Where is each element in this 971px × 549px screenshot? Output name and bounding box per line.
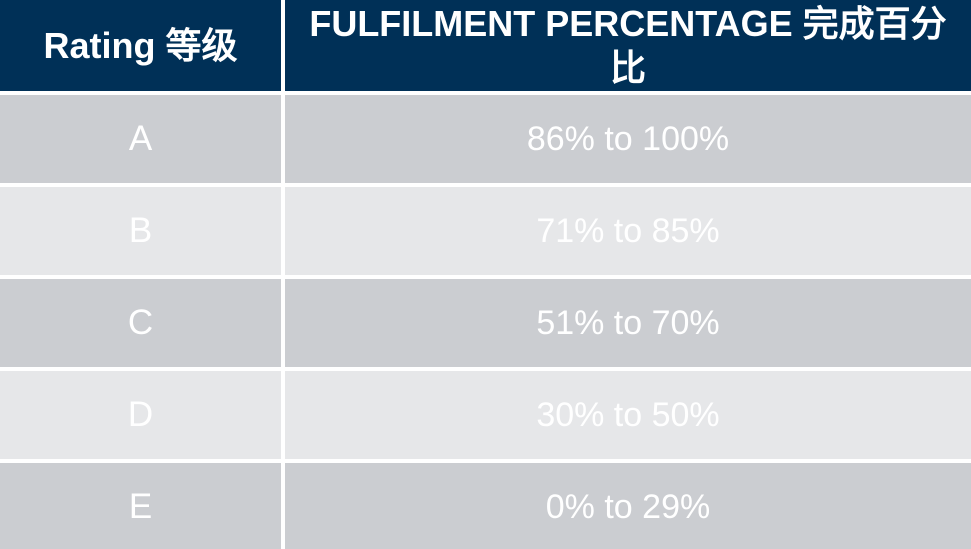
- percentage-cell-b: 71% to 85%: [285, 187, 971, 275]
- column-header-rating: Rating 等级: [0, 0, 281, 91]
- rating-cell-a: A: [0, 95, 281, 183]
- percentage-cell-e: 0% to 29%: [285, 463, 971, 549]
- column-header-fulfilment-percentage: FULFILMENT PERCENTAGE 完成百分比: [285, 0, 971, 91]
- rating-cell-d: D: [0, 371, 281, 459]
- percentage-cell-c: 51% to 70%: [285, 279, 971, 367]
- rating-cell-b: B: [0, 187, 281, 275]
- rating-cell-c: C: [0, 279, 281, 367]
- rating-cell-e: E: [0, 463, 281, 549]
- percentage-cell-d: 30% to 50%: [285, 371, 971, 459]
- percentage-cell-a: 86% to 100%: [285, 95, 971, 183]
